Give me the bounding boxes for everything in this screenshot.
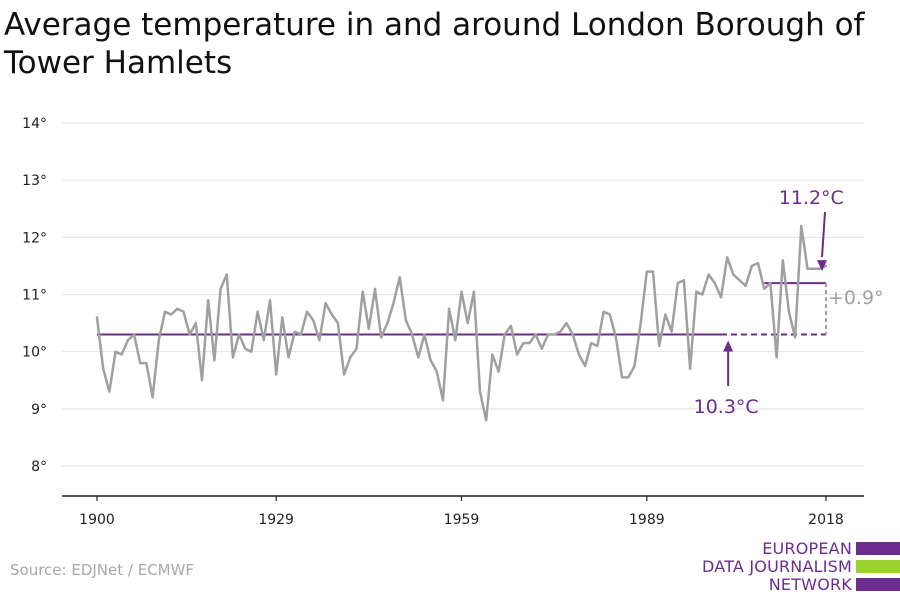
temperature-series (95, 224, 828, 422)
annotations: 11.2°C 10.3°C +0.9° (694, 187, 884, 418)
logo-bar-purple-top (856, 542, 900, 555)
y-tick-label: 10° (22, 345, 47, 361)
source-note: Source: EDJNet / ECMWF (10, 561, 195, 579)
y-tick-label: 9° (31, 402, 47, 418)
x-tick-label: 1900 (79, 512, 115, 528)
logo-bar-green (856, 560, 900, 573)
y-tick-label: 13° (22, 173, 47, 189)
y-axis-ticks: 8° 9° 10° 11° 12° 13° 14° (22, 116, 47, 475)
recent-arrow-shaft (821, 211, 826, 258)
x-tick-label: 2018 (808, 512, 844, 528)
recent-average-label: 11.2°C (779, 187, 844, 209)
edjnet-logo: EUROPEAN DATA JOURNALISM NETWORK (700, 540, 900, 595)
logo-bar-purple-bottom (856, 578, 900, 591)
y-tick-label: 8° (31, 459, 47, 475)
x-tick-label: 1959 (444, 512, 480, 528)
difference-label: +0.9° (828, 287, 884, 309)
x-axis: 1900 1929 1959 1989 2018 (62, 495, 864, 528)
y-tick-label: 12° (22, 230, 47, 246)
x-tick-label: 1929 (258, 512, 294, 528)
baseline-average-label: 10.3°C (694, 396, 759, 418)
baseline-arrow-head (723, 340, 734, 352)
logo-line-3: NETWORK (768, 575, 852, 594)
chart-title: Average temperature in and around London… (4, 7, 865, 81)
y-tick-label: 11° (22, 288, 47, 304)
temperature-line (95, 224, 828, 422)
grid-lines (62, 122, 864, 467)
x-tick-label: 1989 (629, 512, 665, 528)
logo-line-1: EUROPEAN (762, 539, 852, 558)
recent-arrow-head (817, 260, 827, 272)
y-tick-label: 14° (22, 116, 47, 132)
logo-line-2: DATA JOURNALISM (702, 557, 852, 576)
